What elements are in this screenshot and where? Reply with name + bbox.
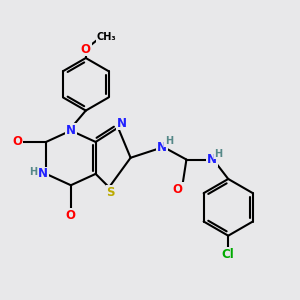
Text: O: O — [81, 43, 91, 56]
Text: H: H — [214, 148, 223, 159]
Text: O: O — [66, 208, 76, 222]
Text: N: N — [38, 167, 48, 180]
Text: O: O — [12, 135, 22, 148]
Text: Cl: Cl — [222, 248, 235, 261]
Text: N: N — [207, 153, 217, 166]
Text: H: H — [165, 136, 173, 146]
Text: N: N — [157, 140, 167, 154]
Text: N: N — [66, 124, 76, 137]
Text: H: H — [29, 167, 38, 177]
Text: N: N — [117, 117, 127, 130]
Text: CH₃: CH₃ — [96, 32, 116, 42]
Text: O: O — [173, 183, 183, 196]
Text: S: S — [106, 186, 115, 199]
